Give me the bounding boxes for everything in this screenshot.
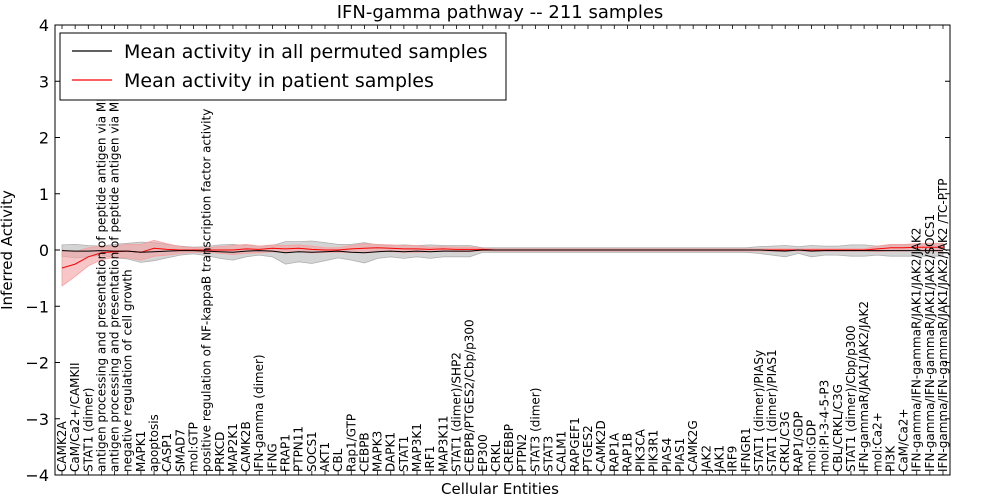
x-category-label: PRKCD	[213, 432, 227, 472]
y-tick-label: 4	[39, 16, 49, 35]
x-category-label: MAPK3	[371, 431, 385, 472]
x-category-label: IFN-gamma/IFN-gammaR/JAK1/JAK2/JAK2	[910, 227, 924, 472]
x-category-label: STAT1 (dimer)	[81, 388, 95, 472]
x-category-label: RAP1/GDP	[791, 411, 805, 472]
x-category-label: positive regulation of NF-kappaB transcr…	[200, 109, 214, 472]
y-tick-label: −3	[25, 410, 49, 429]
x-category-label: mol:GDP	[805, 420, 819, 472]
x-category-label: PTPN2	[515, 434, 529, 472]
x-category-label: CREBBP	[502, 424, 516, 472]
y-tick-label: 1	[39, 185, 49, 204]
x-category-label: PIK3R1	[647, 430, 661, 472]
x-category-label: CASP1	[160, 433, 174, 472]
permuted-mean-line	[61, 249, 943, 254]
x-category-label: antigen processing and presentation of p…	[94, 43, 108, 472]
x-category-label: PTGES2	[581, 425, 595, 472]
x-category-label: STAT1 (dimer)/Cbp/p300	[844, 325, 858, 472]
x-category-label: JAK1	[712, 445, 726, 473]
legend-box	[59, 32, 507, 101]
y-tick-label: 2	[39, 129, 49, 148]
y-axis-label: Inferred Activity	[0, 190, 16, 310]
x-category-label: CBL/CRKL/C3G	[831, 384, 845, 472]
x-category-label: STAT1 (dimer)/PIASy	[752, 350, 766, 472]
x-category-label: FRAP1	[279, 434, 293, 472]
x-category-label: MAPK1	[134, 431, 148, 472]
x-category-label: apoptosis	[147, 414, 161, 472]
x-category-label: RAPGEF1	[568, 417, 582, 472]
x-category-label: RAP1B	[620, 433, 634, 472]
x-category-label: PIK3CA	[634, 428, 648, 472]
x-category-label: MAP3K11	[436, 415, 450, 472]
x-category-label: Rap1/GTP	[344, 414, 358, 472]
series-lines	[61, 246, 943, 269]
x-category-label: MAP3K1	[410, 423, 424, 472]
x-category-label: SMAD7	[173, 429, 187, 472]
y-axis: −4 −3 −2 −1 0 1 2 3 4	[25, 16, 950, 485]
y-tick-label: −2	[25, 354, 49, 373]
x-category-label: mol:Ca2+	[870, 412, 884, 472]
x-category-label: IFN-gamma/IFN-gammaR/JAK1/JAK2/JAK2 /TC-…	[936, 178, 950, 472]
x-category-label: IFN-gamma (dimer)	[252, 354, 266, 472]
x-category-label: IFNG	[265, 443, 279, 472]
chart-title: IFN-gamma pathway -- 211 samples	[337, 2, 664, 23]
x-category-label: PIAS1	[673, 438, 687, 472]
x-category-label: STAT3	[542, 436, 556, 472]
x-category-label: EP300	[476, 434, 490, 472]
legend-label-permuted: Mean activity in all permuted samples	[124, 41, 487, 63]
y-tick-label: −1	[25, 297, 49, 316]
x-category-label: CEBPB	[357, 432, 371, 472]
x-category-label: CAMK2B	[239, 421, 253, 472]
x-category-label: DAPK1	[384, 432, 398, 472]
x-category-label: CAMK2D	[594, 420, 608, 472]
x-category-label: RAP1A	[607, 432, 621, 472]
y-tick-label: 0	[39, 241, 49, 260]
x-category-label: mol:PI-3-4-5-P3	[818, 380, 832, 472]
x-category-label: CAMK2G	[686, 420, 700, 472]
x-category-label: STAT1 (dimer)/SHP2	[449, 352, 463, 472]
x-category-label: CRKL/C3G	[778, 411, 792, 472]
x-axis-label: Cellular Entities	[441, 480, 559, 498]
x-category-label: negative regulation of cell growth	[121, 269, 135, 472]
x-category-label: STAT1	[397, 436, 411, 472]
x-category-label: CAMK2A	[55, 421, 69, 472]
x-category-label: SOCS1	[305, 431, 319, 472]
x-category-label: PI3K	[883, 445, 897, 472]
confidence-bands	[61, 239, 944, 287]
x-axis: CAMK2A CaM/Ca2+/CAMKII STAT1 (dimer) antige…	[55, 25, 950, 475]
legend-label-patient: Mean activity in patient samples	[124, 70, 434, 92]
x-category-label: CaM/Ca2+/CAMKII	[68, 363, 82, 472]
x-category-label: PIAS4	[660, 438, 674, 472]
y-tick-label: −4	[25, 466, 49, 485]
x-category-label: STAT1 (dimer)/PIAS1	[765, 349, 779, 472]
x-category-label: CALM1	[555, 431, 569, 472]
y-tick-label: 3	[39, 72, 49, 91]
x-category-label: IFN-gamma/IFN-gammaR/JAK1/JAK2/SOCS1	[923, 214, 937, 472]
x-category-label: AKT1	[318, 442, 332, 472]
x-category-label: antigen processing and presentation of p…	[108, 40, 122, 472]
x-category-label: CBL	[331, 448, 345, 472]
x-category-label: STAT3 (dimer)	[528, 388, 542, 472]
x-category-label: PTPN11	[292, 426, 306, 472]
x-category-label: CRKL	[489, 440, 503, 472]
x-category-label: IFN-gammaR/JAK1/JAK2/JAK2	[857, 301, 871, 472]
x-category-label: MAP2K1	[226, 423, 240, 472]
x-category-label: JAK2	[699, 445, 713, 473]
x-category-label: CaM/Ca2+	[897, 408, 911, 472]
x-category-label: CEBPB/PTGES2/Cbp/p300	[463, 319, 477, 472]
x-category-label: mol:GTP	[186, 422, 200, 472]
x-category-label: IFNGR1	[739, 427, 753, 472]
x-category-label: IRF9	[726, 446, 740, 472]
x-category-label: IRF1	[423, 446, 437, 472]
legend: Mean activity in all permuted samples Me…	[59, 32, 507, 101]
